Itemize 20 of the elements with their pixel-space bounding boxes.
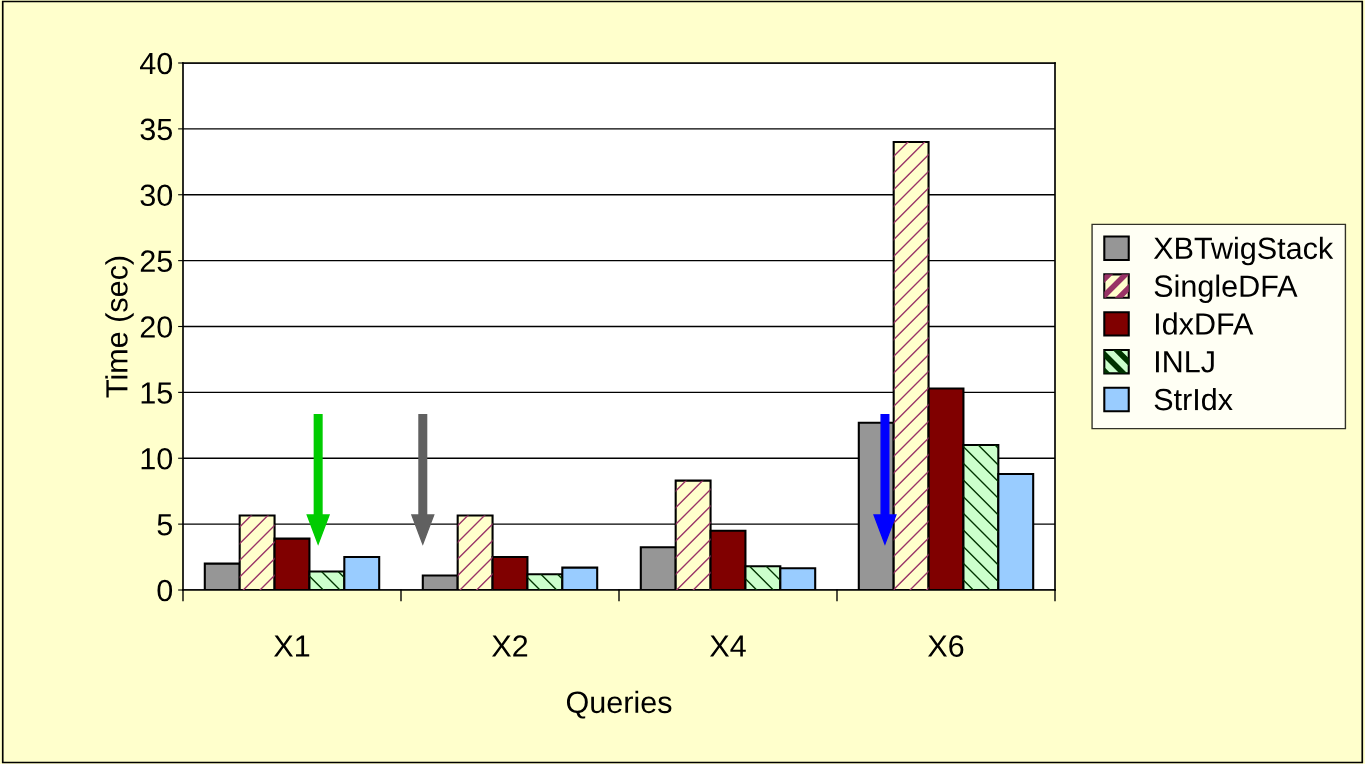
y-tick-label: 20 — [140, 316, 173, 338]
x-tick-label: X4 — [710, 635, 746, 657]
y-tick-label: 0 — [157, 579, 173, 602]
x-axis-title: Queries — [566, 690, 672, 719]
y-tick-label: 40 — [140, 52, 173, 75]
legend-label: SingleDFA — [1154, 274, 1298, 304]
legend-label: StrIdx — [1154, 387, 1233, 411]
legend-label: INLJ — [1156, 351, 1214, 373]
legend-label: XBTwigStack — [1153, 236, 1334, 266]
y-tick-label: 10 — [141, 447, 173, 470]
x-tick-label: X6 — [928, 635, 964, 657]
y-tick-label: 15 — [141, 382, 172, 404]
y-tick-label: 35 — [140, 118, 172, 141]
y-tick-label: 5 — [157, 514, 172, 536]
x-tick-label: X2 — [492, 635, 528, 657]
y-axis-title: Time (sec) — [105, 256, 134, 398]
legend-label: IdxDFA — [1156, 312, 1254, 335]
x-tick-label: X1 — [274, 635, 310, 657]
y-tick-label: 25 — [140, 250, 172, 272]
y-tick-label: 30 — [140, 184, 173, 207]
